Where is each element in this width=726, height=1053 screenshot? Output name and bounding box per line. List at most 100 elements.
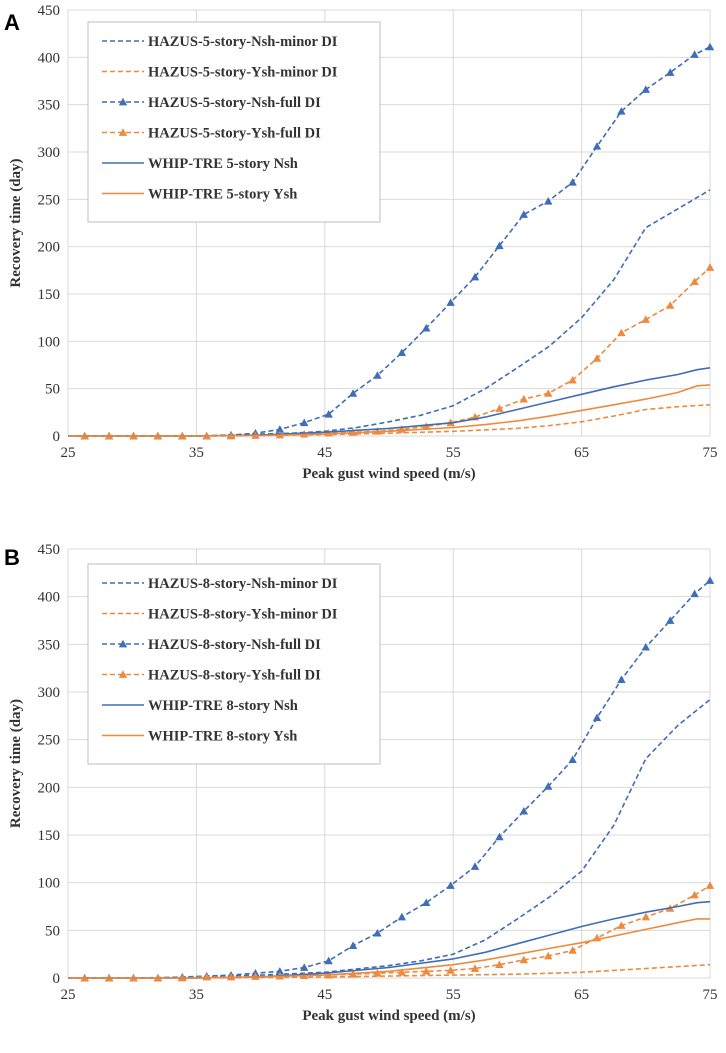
data-point	[446, 881, 455, 889]
legend-label: HAZUS-5-story-Nsh-full DI	[148, 95, 321, 111]
legend-marker	[118, 639, 128, 648]
legend-label: HAZUS-5-story-Ysh-full DI	[148, 126, 321, 142]
series-4	[68, 900, 711, 979]
series-3	[80, 263, 715, 440]
data-point	[665, 616, 675, 624]
data-point	[446, 966, 455, 974]
data-point	[617, 675, 626, 683]
legend-label: HAZUS-8-story-Nsh-minor DI	[148, 576, 338, 592]
data-point	[495, 960, 504, 969]
data-point	[617, 107, 626, 115]
data-point	[690, 277, 699, 286]
series-0	[68, 189, 711, 437]
data-point	[324, 956, 333, 965]
y-tick-label: 450	[38, 3, 61, 19]
data-point	[397, 348, 407, 357]
y-tick-label: 0	[53, 971, 61, 987]
data-point	[495, 241, 504, 250]
data-point	[348, 941, 358, 949]
legend-box	[87, 563, 381, 765]
series-line	[68, 918, 710, 979]
series-line	[68, 189, 711, 437]
data-point	[592, 354, 602, 362]
legend-marker	[118, 128, 128, 136]
panel-label: B	[4, 545, 20, 570]
legend: HAZUS-8-story-Nsh-minor DI HAZUS-8-story-…	[87, 563, 381, 765]
data-point	[373, 427, 382, 435]
data-point	[641, 642, 650, 651]
data-point	[568, 946, 577, 954]
data-point	[470, 964, 480, 972]
y-tick-label: 400	[38, 590, 61, 606]
data-point	[665, 301, 675, 309]
data-point	[275, 967, 285, 975]
chart-a: 0 50 100 150 200 250 300 350 400 450 25 35 45 55 65 75 P…	[8, 3, 718, 482]
data-point	[373, 371, 382, 379]
data-point	[705, 263, 715, 271]
data-point	[519, 210, 529, 218]
data-point	[592, 713, 602, 722]
data-point	[324, 410, 333, 418]
series-line	[68, 384, 711, 437]
legend-label: HAZUS-8-story-Ysh-full DI	[148, 668, 321, 684]
data-point	[519, 806, 529, 815]
y-tick-label: 250	[38, 192, 61, 208]
x-tick-label: 35	[189, 987, 204, 1003]
x-tick-label: 35	[189, 445, 204, 461]
y-tick-label: 0	[53, 429, 61, 445]
data-point	[705, 881, 715, 889]
data-point	[495, 832, 504, 841]
panel-b: B 0 50 100 150 200 250 300 350 400 450 25 35 45 55 65 7…	[0, 535, 726, 1053]
legend-label: HAZUS-5-story-Ysh-minor DI	[148, 65, 338, 81]
legend-label: HAZUS-8-story-Ysh-minor DI	[148, 607, 338, 623]
series-5	[68, 918, 710, 979]
data-point	[568, 755, 577, 764]
data-point	[373, 969, 382, 977]
data-point	[275, 425, 285, 433]
legend-label: WHIP-TRE 5-story Nsh	[148, 156, 298, 172]
data-point	[300, 418, 309, 427]
legend-label: WHIP-TRE 5-story Ysh	[148, 187, 297, 203]
y-tick-label: 450	[38, 542, 61, 558]
data-point	[422, 323, 431, 332]
panel-a: A 0 50 100 150 200 250 300 350 400 450 25 35 45 55 65 7…	[0, 0, 726, 520]
x-tick-label: 65	[574, 987, 589, 1003]
data-point	[495, 404, 504, 412]
data-point	[422, 898, 431, 907]
y-tick-label: 300	[38, 685, 61, 701]
y-tick-label: 250	[38, 733, 61, 749]
y-tick-label: 350	[38, 637, 61, 653]
data-point	[446, 298, 455, 306]
x-tick-label: 65	[574, 445, 589, 461]
y-tick-label: 100	[38, 334, 61, 350]
x-tick-label: 75	[703, 987, 718, 1003]
data-point	[641, 85, 650, 93]
x-tick-label: 25	[61, 445, 76, 461]
y-tick-label: 150	[38, 828, 61, 844]
x-tick-label: 45	[317, 445, 332, 461]
data-point	[690, 50, 699, 58]
x-axis-label: Peak gust wind speed (m/s)	[302, 466, 475, 482]
series-4	[68, 367, 711, 437]
series-line	[68, 367, 711, 437]
legend-label: WHIP-TRE 8-story Ysh	[148, 729, 297, 745]
data-point	[300, 963, 309, 971]
data-point	[470, 862, 480, 870]
y-tick-label: 50	[45, 923, 60, 939]
data-point	[690, 589, 699, 598]
data-point	[641, 315, 650, 323]
legend-box	[87, 21, 381, 223]
data-point	[251, 972, 260, 980]
data-point	[544, 197, 553, 205]
x-tick-label: 55	[446, 987, 461, 1003]
data-point	[641, 912, 650, 921]
x-tick-label: 45	[317, 987, 332, 1003]
data-point	[617, 921, 626, 929]
data-point	[348, 389, 358, 397]
data-point	[592, 142, 602, 150]
series-1	[68, 963, 711, 979]
series-line	[68, 900, 711, 979]
y-tick-label: 350	[38, 98, 61, 114]
data-point	[373, 928, 382, 937]
series-line	[84, 266, 711, 437]
